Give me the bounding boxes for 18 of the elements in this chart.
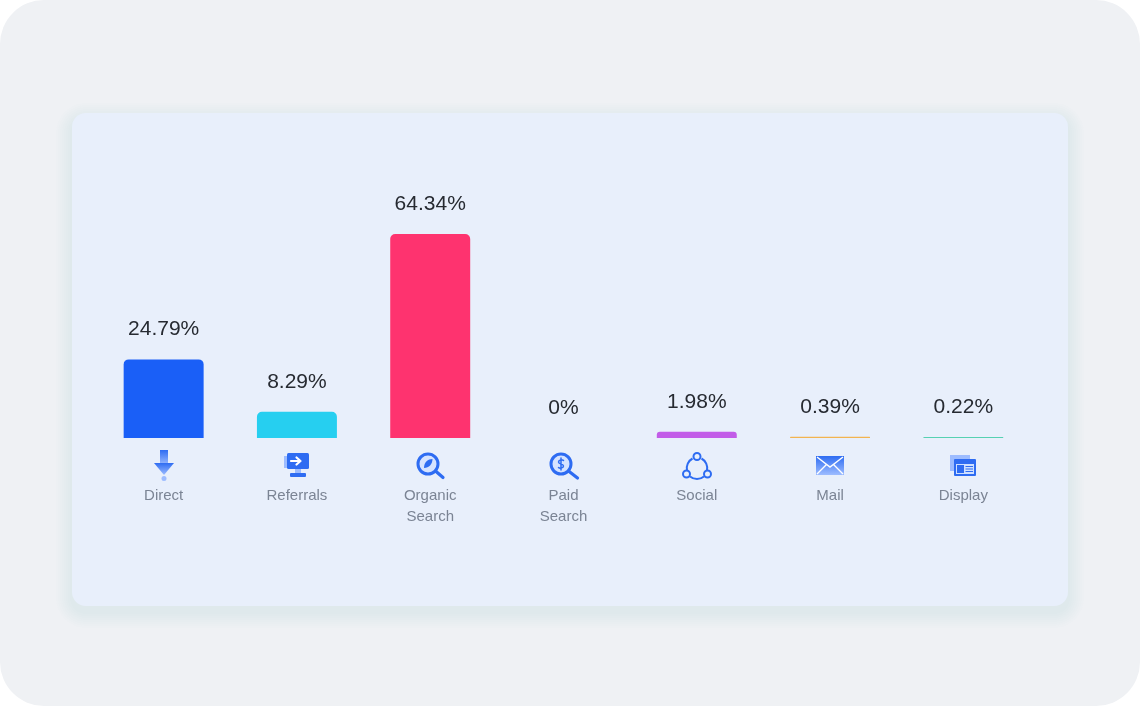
bar: [656, 431, 737, 438]
data-label: 0.22%: [933, 394, 994, 418]
x-tick-label: Mail: [816, 485, 844, 503]
bar: [256, 411, 337, 438]
x-tick-label: Referrals: [266, 485, 328, 503]
x-tick-label: Direct: [144, 485, 185, 503]
bar: [123, 359, 204, 438]
data-label: 1.98%: [667, 388, 727, 412]
x-tick-label: Display: [938, 485, 989, 503]
x-tick-label: Social: [676, 485, 718, 503]
data-label: 64.34%: [394, 190, 466, 214]
data-label: 0%: [548, 394, 579, 418]
data-label: 0.39%: [800, 393, 860, 417]
x-tick-label: Organic Search: [403, 485, 457, 524]
x-tick-label: Paid Search: [539, 485, 588, 524]
data-label: 24.79%: [128, 316, 200, 340]
data-label: 8.29%: [267, 368, 327, 392]
bar: [390, 234, 471, 438]
